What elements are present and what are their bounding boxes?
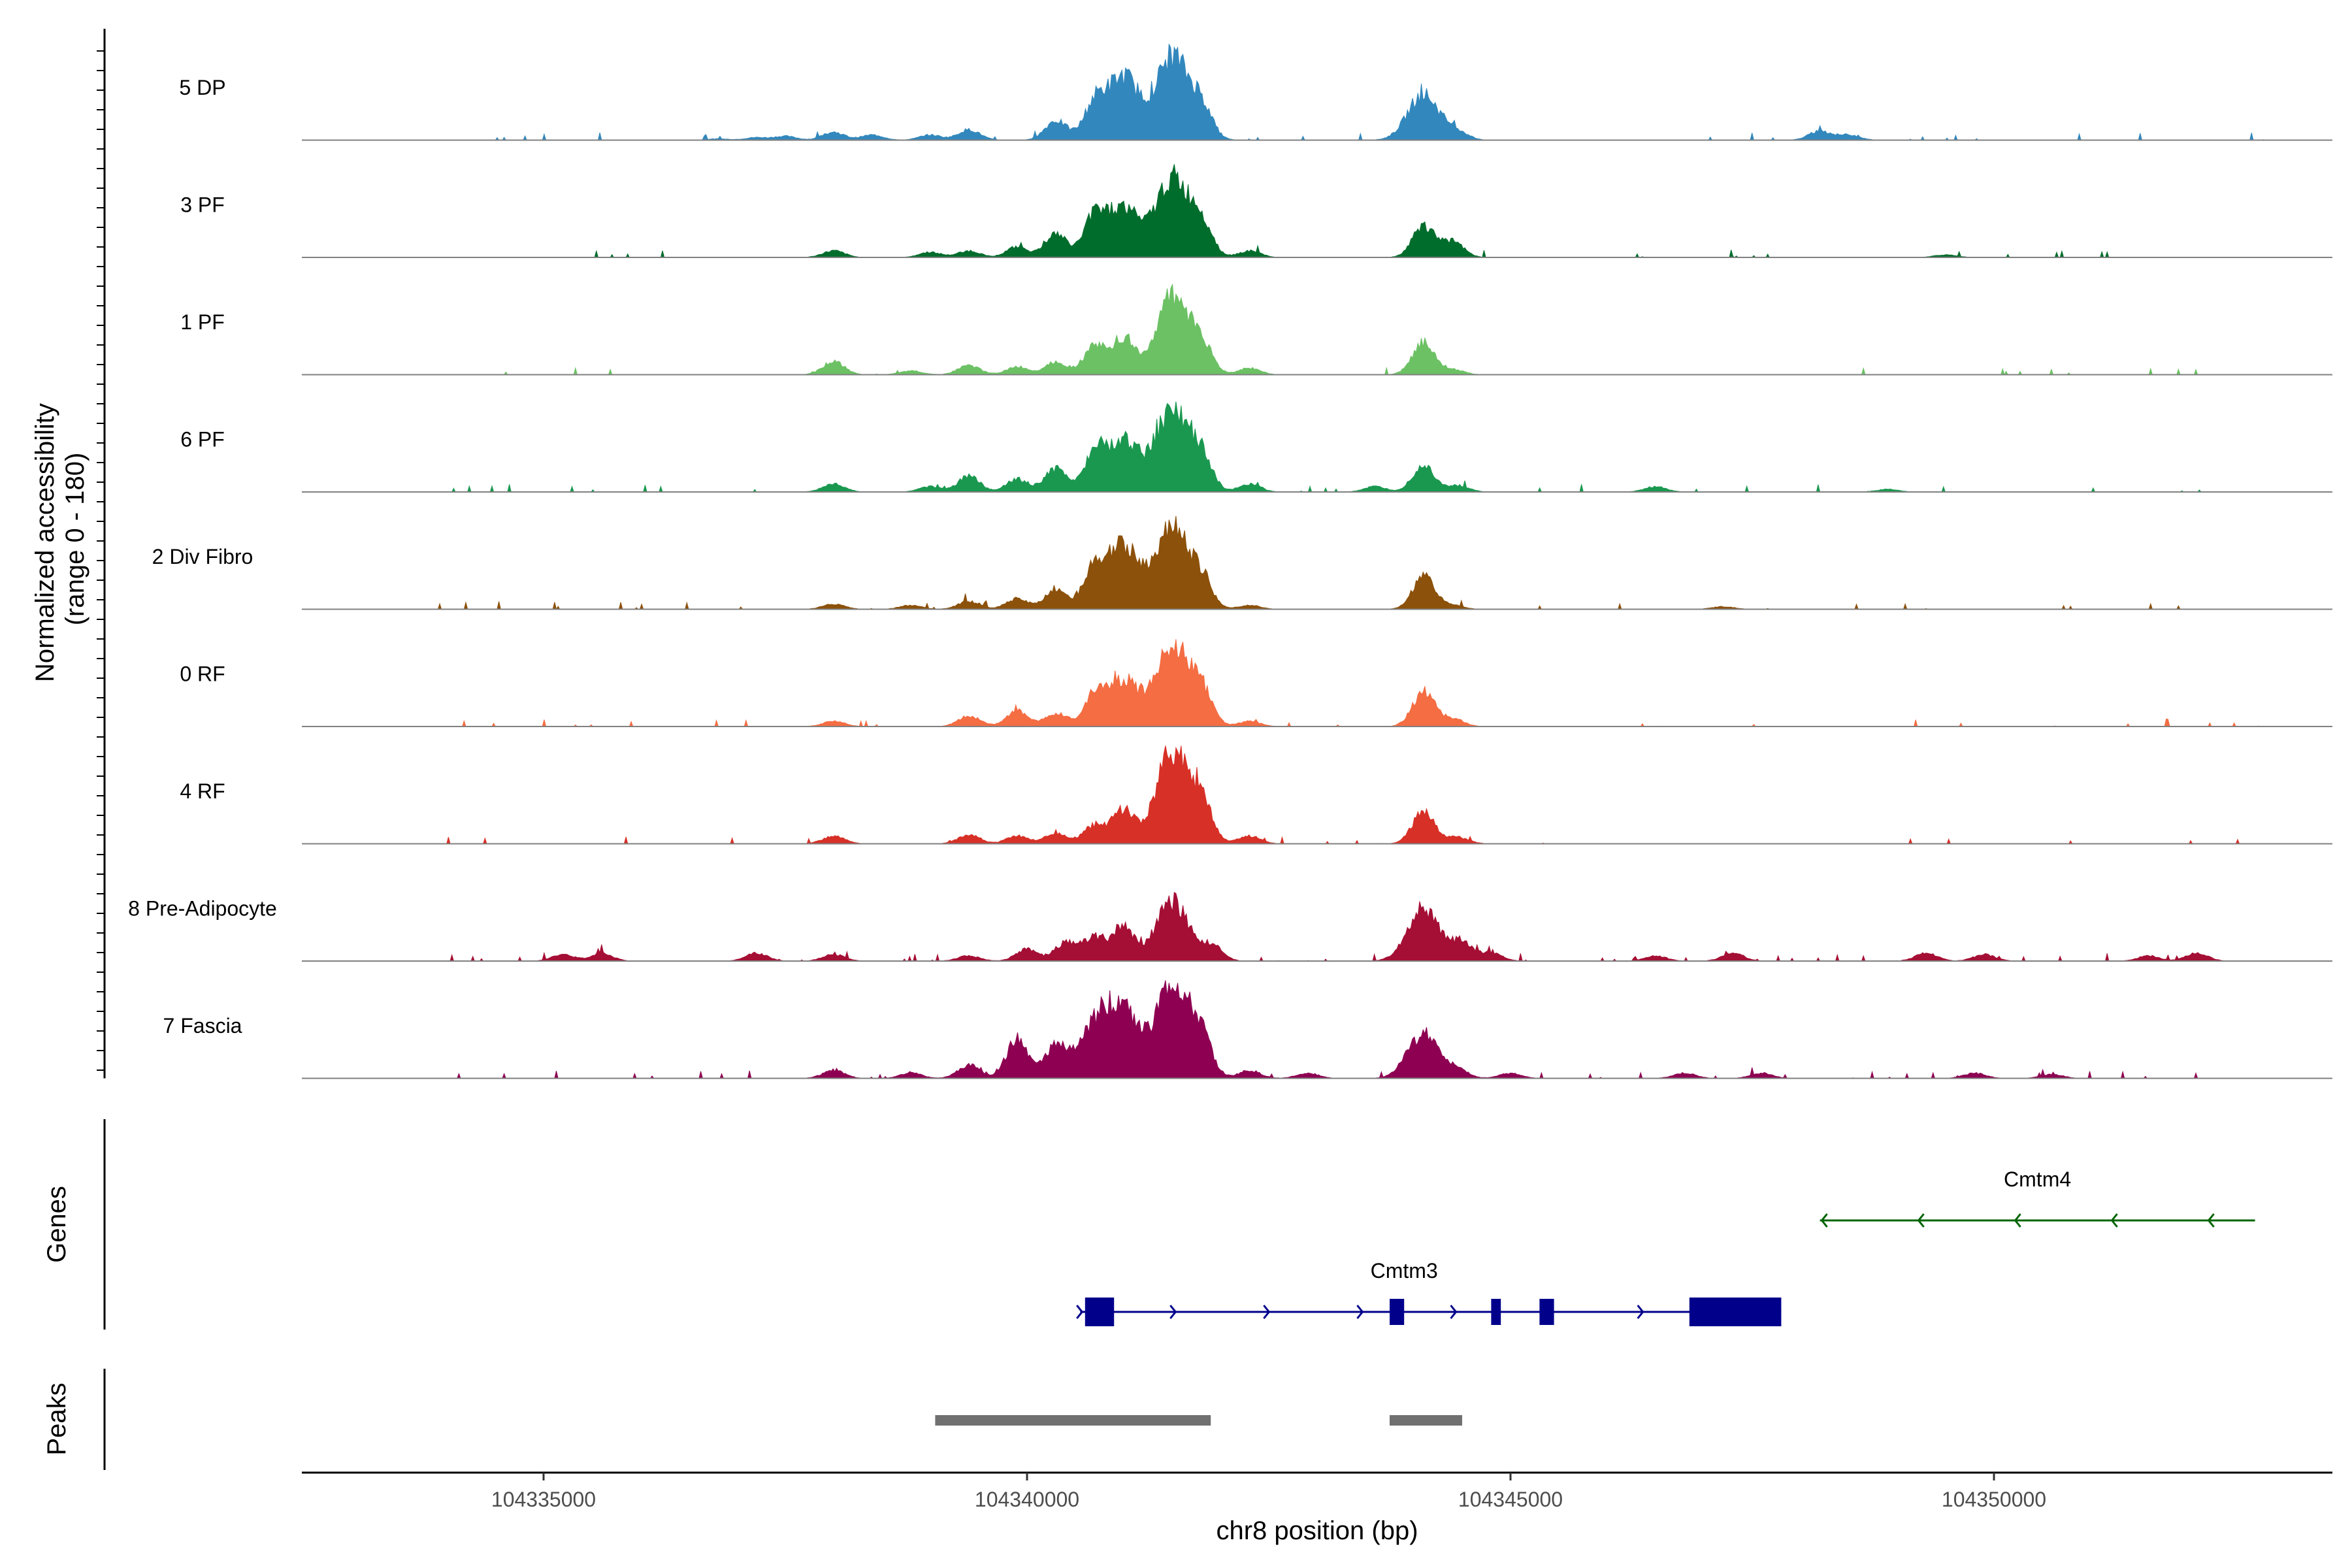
- exon: [1491, 1299, 1501, 1325]
- track-1-pf: 1 PF: [180, 284, 2332, 376]
- track-7-fascia: 7 Fascia: [163, 980, 2332, 1079]
- accessibility-y-axis: [97, 29, 106, 1079]
- peak-region: [1390, 1415, 1462, 1426]
- gene-cmtm4: Cmtm4: [1820, 1168, 2255, 1228]
- track-label: 8 Pre-Adipocyte: [128, 897, 277, 921]
- coverage-area: [427, 745, 2265, 844]
- coverage-area: [427, 515, 2265, 610]
- strand-arrow: [2110, 1213, 2118, 1228]
- peak-regions: [935, 1415, 1462, 1426]
- genes-panel-label: Genes: [42, 1186, 71, 1263]
- x-axis-ticks: 104335000 104340000 104345000 104350000: [491, 1473, 2046, 1511]
- x-tick-label: 104350000: [1942, 1488, 2046, 1511]
- track-label: 2 Div Fibro: [152, 545, 253, 568]
- exon: [1689, 1298, 1782, 1326]
- exon: [1539, 1299, 1554, 1325]
- exon: [1390, 1299, 1405, 1325]
- strand-arrow: [2014, 1213, 2021, 1228]
- track-2-div-fibro: 2 Div Fibro: [152, 515, 2332, 610]
- track-label: 5 DP: [179, 76, 225, 99]
- track-label: 1 PF: [180, 310, 225, 334]
- y-axis-title-line1: Normalized accessibility: [31, 403, 59, 682]
- strand-arrow: [1356, 1305, 1364, 1319]
- peak-region: [935, 1415, 1211, 1426]
- strand-arrow: [2207, 1213, 2215, 1228]
- track-3-pf: 3 PF: [180, 164, 2332, 258]
- coverage-area: [427, 892, 2265, 962]
- x-axis-title: chr8 position (bp): [1216, 1516, 1418, 1545]
- strand-arrow: [1820, 1213, 1828, 1228]
- strand-arrow: [1917, 1213, 1925, 1228]
- track-4-rf: 4 RF: [180, 745, 2332, 845]
- strand-arrow: [1169, 1305, 1177, 1319]
- x-tick-label: 104340000: [975, 1488, 1079, 1511]
- strand-arrow: [1263, 1305, 1271, 1319]
- exon: [1085, 1298, 1115, 1326]
- coverage-area: [427, 639, 2265, 727]
- x-tick-label: 104335000: [491, 1488, 596, 1511]
- track-label: 7 Fascia: [163, 1014, 242, 1037]
- strand-arrow: [1076, 1305, 1084, 1319]
- coverage-area: [427, 164, 2265, 258]
- strand-arrow: [1637, 1305, 1644, 1319]
- coverage-area: [427, 401, 2265, 493]
- track-label: 0 RF: [180, 662, 225, 686]
- track-5-dp: 5 DP: [179, 44, 2332, 141]
- track-8-pre-adipocyte: 8 Pre-Adipocyte: [128, 892, 2332, 962]
- track-0-rf: 0 RF: [180, 639, 2332, 727]
- y-axis-title-line2: (range 0 - 180): [61, 453, 90, 626]
- peaks-panel-label: Peaks: [42, 1382, 71, 1455]
- x-tick-label: 104345000: [1458, 1488, 1563, 1511]
- track-label: 4 RF: [180, 779, 225, 803]
- y-axis-title: Normalized accessibility (range 0 - 180): [31, 396, 90, 682]
- strand-arrow: [1450, 1305, 1458, 1319]
- gene-annotations: Cmtm4 Cmtm3: [1076, 1168, 2255, 1326]
- coverage-area: [427, 284, 2265, 376]
- track-label: 3 PF: [180, 193, 225, 217]
- track-6-pf: 6 PF: [180, 401, 2332, 493]
- coverage-area: [427, 44, 2266, 140]
- track-label: 6 PF: [180, 428, 225, 451]
- coverage-area: [427, 980, 2265, 1079]
- gene-cmtm3: Cmtm3: [1076, 1259, 1782, 1326]
- gene-label: Cmtm3: [1371, 1259, 1438, 1282]
- gene-label: Cmtm4: [2004, 1168, 2071, 1191]
- coverage-tracks: 5 DP 3 PF 1 PF 6 PF 2 Div Fibro 0 RF 4 RF 8 Pre…: [128, 44, 2332, 1079]
